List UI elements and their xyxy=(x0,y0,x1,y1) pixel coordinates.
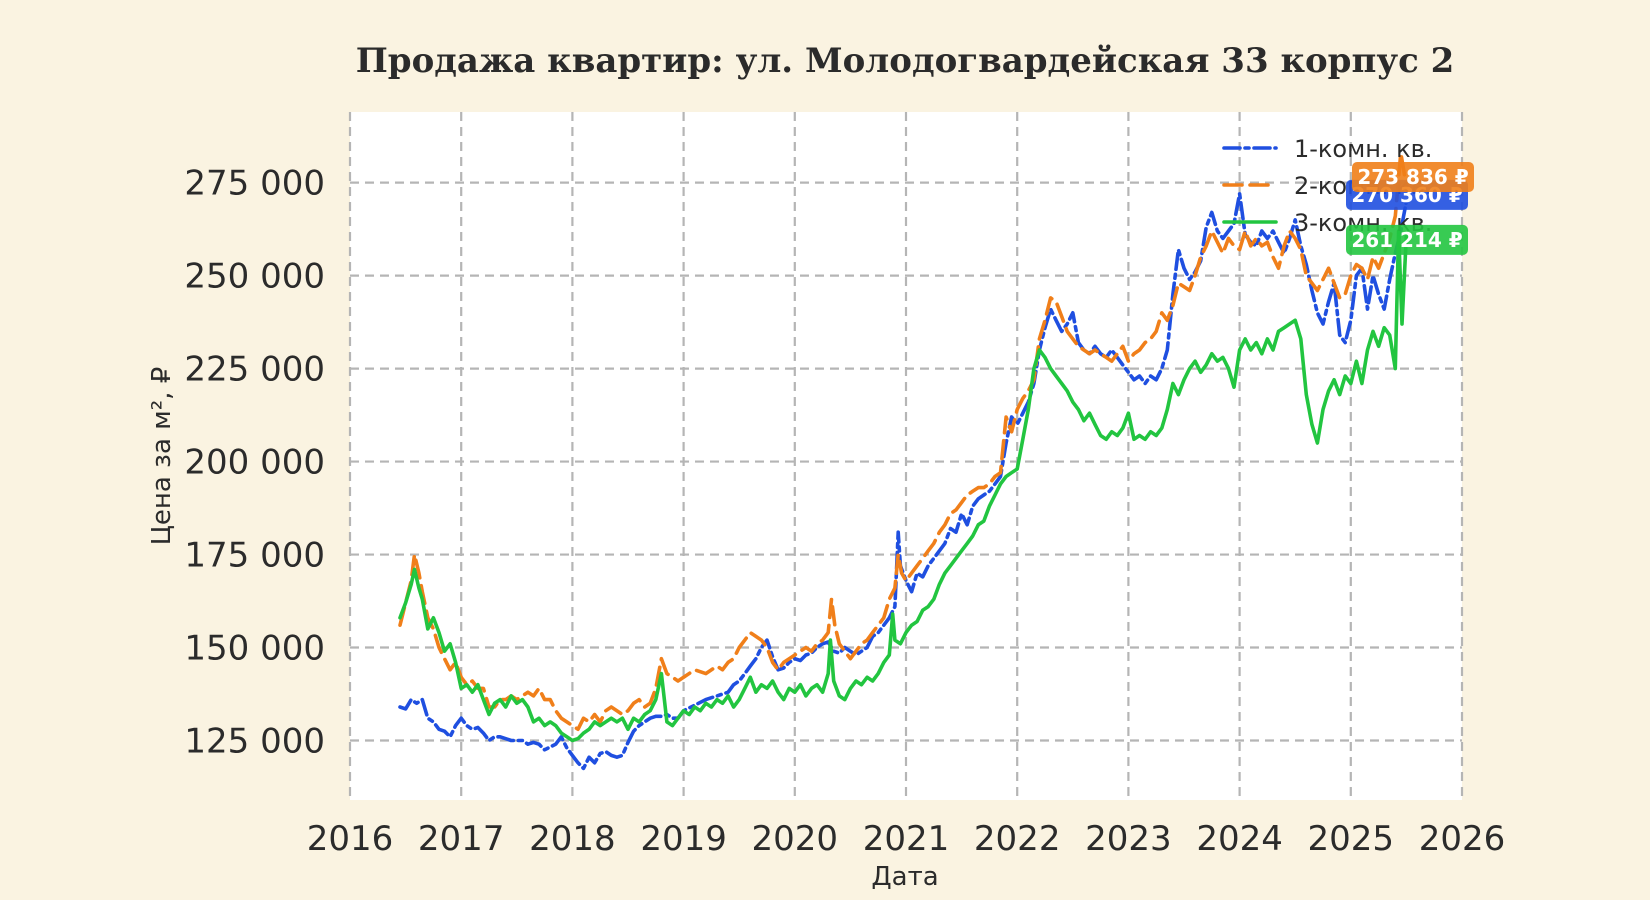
x-tick-label: 2019 xyxy=(640,819,727,859)
series-line-2 xyxy=(398,151,1409,732)
end-value-labels: 270 360 ₽273 836 ₽261 214 ₽ xyxy=(1346,161,1474,255)
series-line-3 xyxy=(398,229,1409,743)
y-tick-label: 275 000 xyxy=(184,164,325,204)
y-tick-label: 250 000 xyxy=(184,257,325,297)
end-label-badge xyxy=(1346,224,1468,255)
x-tick-label: 2021 xyxy=(863,819,950,859)
y-tick-label: 200 000 xyxy=(184,443,325,483)
y-axis-ticks: 125 000 150 000 175 000 200 000 225 000 250 0… xyxy=(184,164,325,762)
chart-title: Продажа квартир: ул. Молодогвардейская 3… xyxy=(356,41,1455,81)
x-tick-label: 2017 xyxy=(418,819,505,859)
end-label-badge xyxy=(1352,161,1474,192)
y-tick-label: 150 000 xyxy=(184,629,325,669)
x-tick-label: 2022 xyxy=(974,819,1061,859)
x-tick-label: 2023 xyxy=(1085,819,1172,859)
x-tick-label: 2020 xyxy=(752,819,839,859)
x-tick-label: 2024 xyxy=(1196,819,1283,859)
y-tick-label: 225 000 xyxy=(184,350,325,390)
x-tick-label: 2016 xyxy=(307,819,394,859)
x-tick-label: 2026 xyxy=(1419,819,1506,859)
x-axis-label: Дата xyxy=(871,862,938,892)
end-label-value: 273 836 ₽ xyxy=(1357,165,1468,189)
y-tick-label: 125 000 xyxy=(184,721,325,761)
x-tick-label: 2018 xyxy=(529,819,616,859)
grid-lines xyxy=(348,112,1464,800)
series-lines xyxy=(398,151,1409,771)
x-axis-ticks: 2016 2017 2018 2019 2020 2021 2022 2023 2024 2025… xyxy=(307,819,1506,859)
y-tick-label: 175 000 xyxy=(184,536,325,576)
end-label-value: 261 214 ₽ xyxy=(1351,228,1462,252)
series-line-1 xyxy=(398,192,1409,771)
y-axis-label: Цена за м², ₽ xyxy=(147,367,177,546)
x-tick-label: 2025 xyxy=(1308,819,1395,859)
legend-label: 1-комн. кв. xyxy=(1294,135,1432,163)
